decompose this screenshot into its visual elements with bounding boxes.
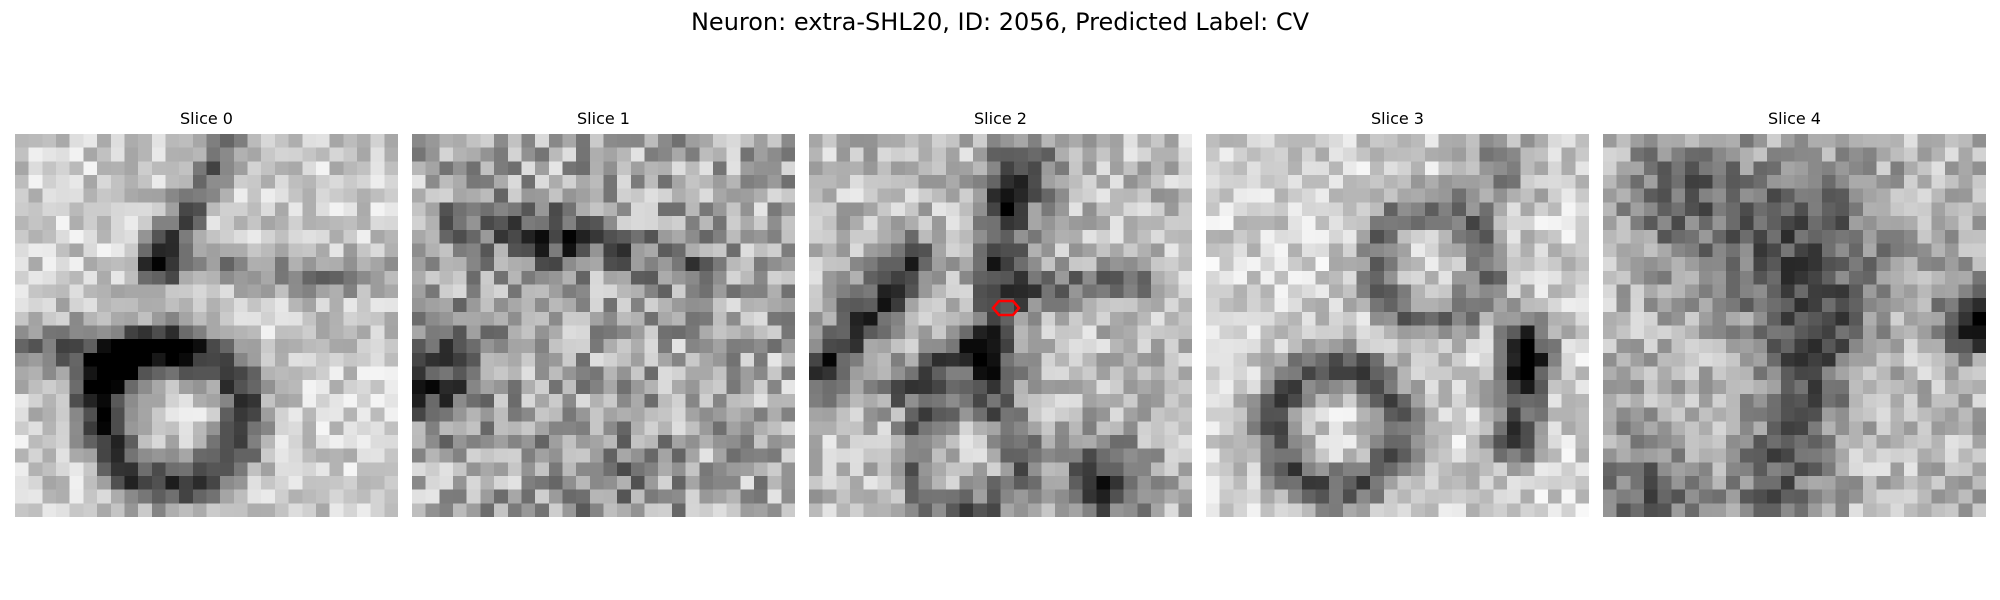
slice-image-4	[1603, 134, 1986, 517]
center-marker-hexagon	[991, 299, 1021, 317]
slice-image-0	[15, 134, 398, 517]
slice-title-0: Slice 0	[180, 109, 233, 128]
slice-title-2: Slice 2	[974, 109, 1027, 128]
slice-panel-1: Slice 1	[412, 108, 795, 517]
slice-title-1: Slice 1	[577, 109, 630, 128]
slice-image-1	[412, 134, 795, 517]
slice-panel-4: Slice 4	[1603, 108, 1986, 517]
slice-image-2	[809, 134, 1192, 517]
slice-title-4: Slice 4	[1768, 109, 1821, 128]
slice-title-3: Slice 3	[1371, 109, 1424, 128]
figure-title: Neuron: extra-SHL20, ID: 2056, Predicted…	[690, 8, 1310, 36]
slice-panel-3: Slice 3	[1206, 108, 1589, 517]
slice-image-3	[1206, 134, 1589, 517]
slice-panel-2: Slice 2	[809, 108, 1192, 517]
slice-panel-0: Slice 0	[15, 108, 398, 517]
hexagon-outline-icon	[991, 299, 1021, 317]
